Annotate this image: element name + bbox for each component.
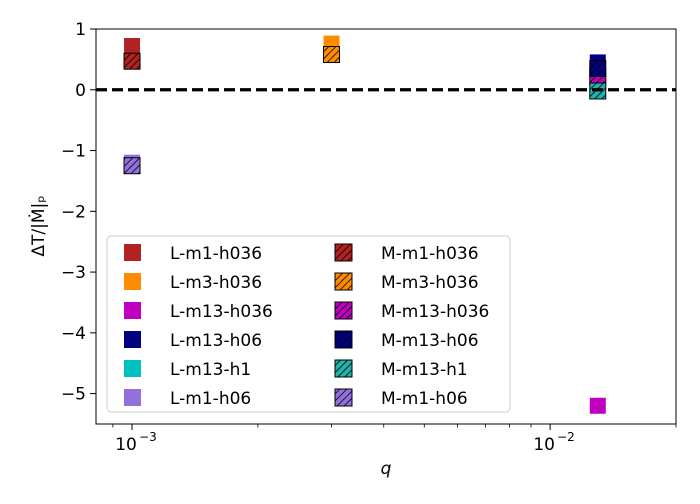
legend-label: M-m1-h06 <box>381 389 468 409</box>
legend-label: L-m3-h036 <box>170 273 262 293</box>
legend-swatch-l-m13-h036 <box>124 302 141 319</box>
plot-frame <box>95 28 677 425</box>
legend-label: M-m13-h036 <box>381 302 489 322</box>
y-tick-label: −4 <box>61 324 86 344</box>
legend: L-m1-h036 L-m3-h036 L-m13-h036 L-m13-h06 L-m… <box>106 235 511 413</box>
legend-label: M-m3-h036 <box>381 273 479 293</box>
y-tick-label: −2 <box>61 202 86 222</box>
legend-swatch-l-m13-h1 <box>124 360 141 377</box>
marker-m-m1-h06 <box>123 157 141 175</box>
legend-label: M-m13-h06 <box>381 331 479 351</box>
legend-label: M-m1-h036 <box>381 244 479 264</box>
legend-swatch-l-m3-h036 <box>124 273 141 290</box>
y-tick-label: −5 <box>61 385 86 405</box>
legend-swatch-m-m13-h1 <box>334 359 353 378</box>
y-axis: 1 0 −1 −2 −3 −4 −5 <box>61 20 96 405</box>
legend-swatch-m-m1-h036 <box>334 243 353 262</box>
y-axis-label: ΔT/|Ṁ|ₚ <box>28 195 49 256</box>
y-tick-label: 0 <box>75 81 86 101</box>
marker-m-m13-h06 <box>589 60 607 77</box>
data-markers <box>123 35 607 414</box>
x-tick-label: 10 <box>115 435 137 455</box>
x-axis: 10 −3 10 −2 <box>112 424 677 455</box>
legend-swatch-l-m1-h06 <box>124 389 141 406</box>
marker-m-m3-h036 <box>323 46 341 64</box>
y-tick-label: −1 <box>61 142 86 162</box>
y-tick-label: −3 <box>61 263 86 283</box>
legend-swatch-m-m1-h06 <box>334 388 353 407</box>
legend-label: L-m13-h036 <box>170 302 273 322</box>
x-tick-label: 10 <box>533 435 555 455</box>
legend-swatch-l-m13-h06 <box>124 331 141 348</box>
legend-box <box>106 235 511 413</box>
legend-swatch-m-m3-h036 <box>334 272 353 291</box>
x-tick-exponent: −2 <box>557 430 575 444</box>
legend-swatch-l-m1-h036 <box>124 244 141 261</box>
legend-label: L-m13-h06 <box>170 331 262 351</box>
legend-swatch-m-m13-h036 <box>334 301 353 320</box>
y-tick-label: 1 <box>75 20 86 40</box>
legend-label: M-m13-h1 <box>381 360 468 380</box>
marker-l-m13-h036 <box>589 397 606 414</box>
legend-label: L-m13-h1 <box>170 360 251 380</box>
x-axis-label: q <box>381 459 392 479</box>
marker-l-m1-h036 <box>124 38 141 55</box>
legend-swatch-m-m13-h06 <box>334 330 353 349</box>
x-tick-exponent: −3 <box>139 430 157 444</box>
legend-label: L-m1-h036 <box>170 244 262 264</box>
marker-m-m1-h036 <box>123 52 141 70</box>
legend-label: L-m1-h06 <box>170 389 251 409</box>
